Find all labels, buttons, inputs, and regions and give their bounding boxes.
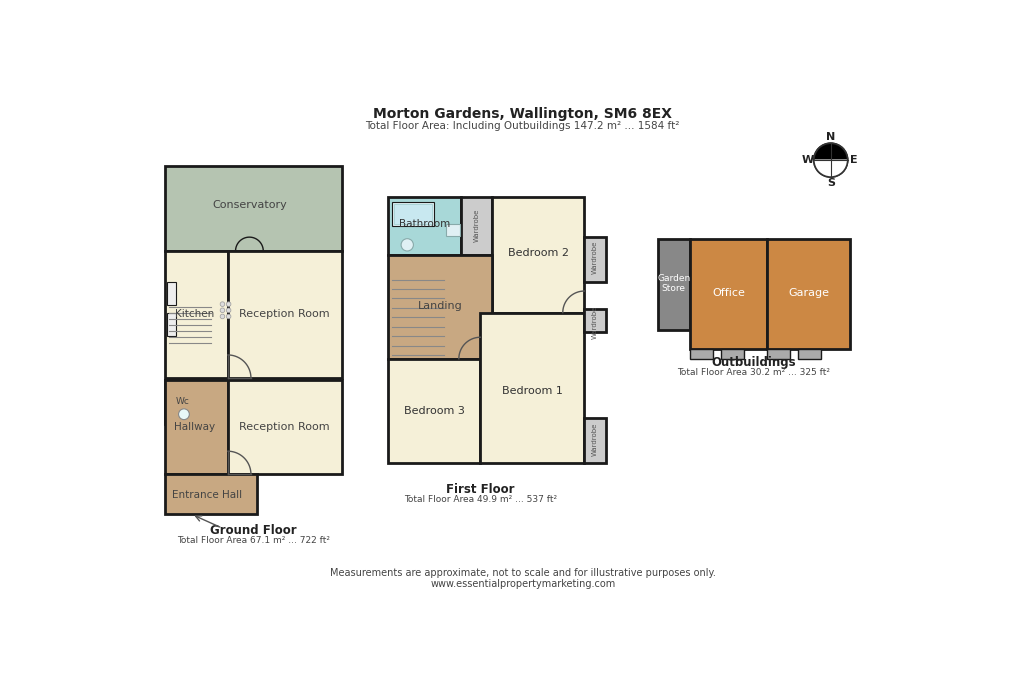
Text: Bedroom 1: Bedroom 1 [501,386,561,396]
Text: Garden
Store: Garden Store [656,273,690,293]
Bar [480,313,584,463]
Circle shape [813,143,847,177]
Bar [164,379,227,475]
Circle shape [226,308,230,313]
Text: Bedroom 2: Bedroom 2 [507,248,569,258]
Bar [387,197,461,255]
Bar [766,239,849,349]
Text: Wardrobe: Wardrobe [592,241,597,274]
Bar [167,282,176,305]
Text: Kitchen: Kitchen [175,309,214,319]
Bar [387,255,491,359]
Bar [797,349,820,359]
Text: W: W [801,155,813,165]
Bar [387,359,480,463]
Text: Wardrobe: Wardrobe [592,423,597,456]
Text: Office: Office [711,288,744,299]
Text: Wardrobe: Wardrobe [592,305,597,339]
Circle shape [226,314,230,319]
Bar [461,197,491,255]
Text: Outbuildings: Outbuildings [710,356,795,369]
Text: Total Floor Area 67.1 m² ... 722 ft²: Total Floor Area 67.1 m² ... 722 ft² [176,536,329,545]
Bar [164,475,257,514]
Text: E: E [849,155,857,165]
Bar [227,251,341,378]
Bar [657,239,689,330]
Text: Entrance Hall: Entrance Hall [172,490,242,500]
Polygon shape [814,160,846,176]
Text: Bathroom: Bathroom [398,219,449,229]
Text: Garage: Garage [787,288,828,299]
Polygon shape [814,144,846,160]
Circle shape [226,302,230,307]
Text: Wardrobe: Wardrobe [473,209,479,242]
Bar [689,239,766,349]
Text: S: S [826,178,834,188]
Text: Total Floor Area 30.2 m² ... 325 ft²: Total Floor Area 30.2 m² ... 325 ft² [677,368,829,377]
Circle shape [220,302,224,307]
Text: Total Floor Area: Including Outbuildings 147.2 m² ... 1584 ft²: Total Floor Area: Including Outbuildings… [365,121,680,131]
Text: Landing: Landing [418,301,463,311]
Circle shape [400,239,413,251]
Text: Ground Floor: Ground Floor [210,524,297,537]
Bar [689,349,712,359]
Bar [393,204,431,224]
Text: Hallway: Hallway [174,422,215,432]
Text: Morton Gardens, Wallington, SM6 8EX: Morton Gardens, Wallington, SM6 8EX [373,107,672,121]
Text: Conservatory: Conservatory [212,200,286,210]
Bar [445,224,460,235]
Bar [391,202,434,226]
Text: Bedroom 3: Bedroom 3 [404,406,465,416]
Text: N: N [825,132,835,142]
Circle shape [220,314,224,319]
Bar [720,349,743,359]
Circle shape [220,308,224,313]
Circle shape [178,409,190,420]
Bar [167,313,176,336]
Bar [584,309,605,332]
Bar [164,167,341,251]
Bar [164,251,227,378]
Text: Reception Room: Reception Room [238,422,329,432]
Text: Wc: Wc [175,397,190,407]
Bar [584,418,605,463]
Bar [766,349,789,359]
Text: First Floor: First Floor [445,483,515,496]
Text: www.essentialpropertymarketing.com: www.essentialpropertymarketing.com [430,579,614,589]
Text: Total Floor Area 49.9 m² ... 537 ft²: Total Floor Area 49.9 m² ... 537 ft² [404,495,556,504]
Bar [164,379,207,424]
Bar [584,237,605,282]
Bar [491,197,584,313]
Text: Measurements are approximate, not to scale and for illustrative purposes only.: Measurements are approximate, not to sca… [329,568,715,578]
Text: Reception Room: Reception Room [238,309,329,319]
Bar [227,379,341,475]
